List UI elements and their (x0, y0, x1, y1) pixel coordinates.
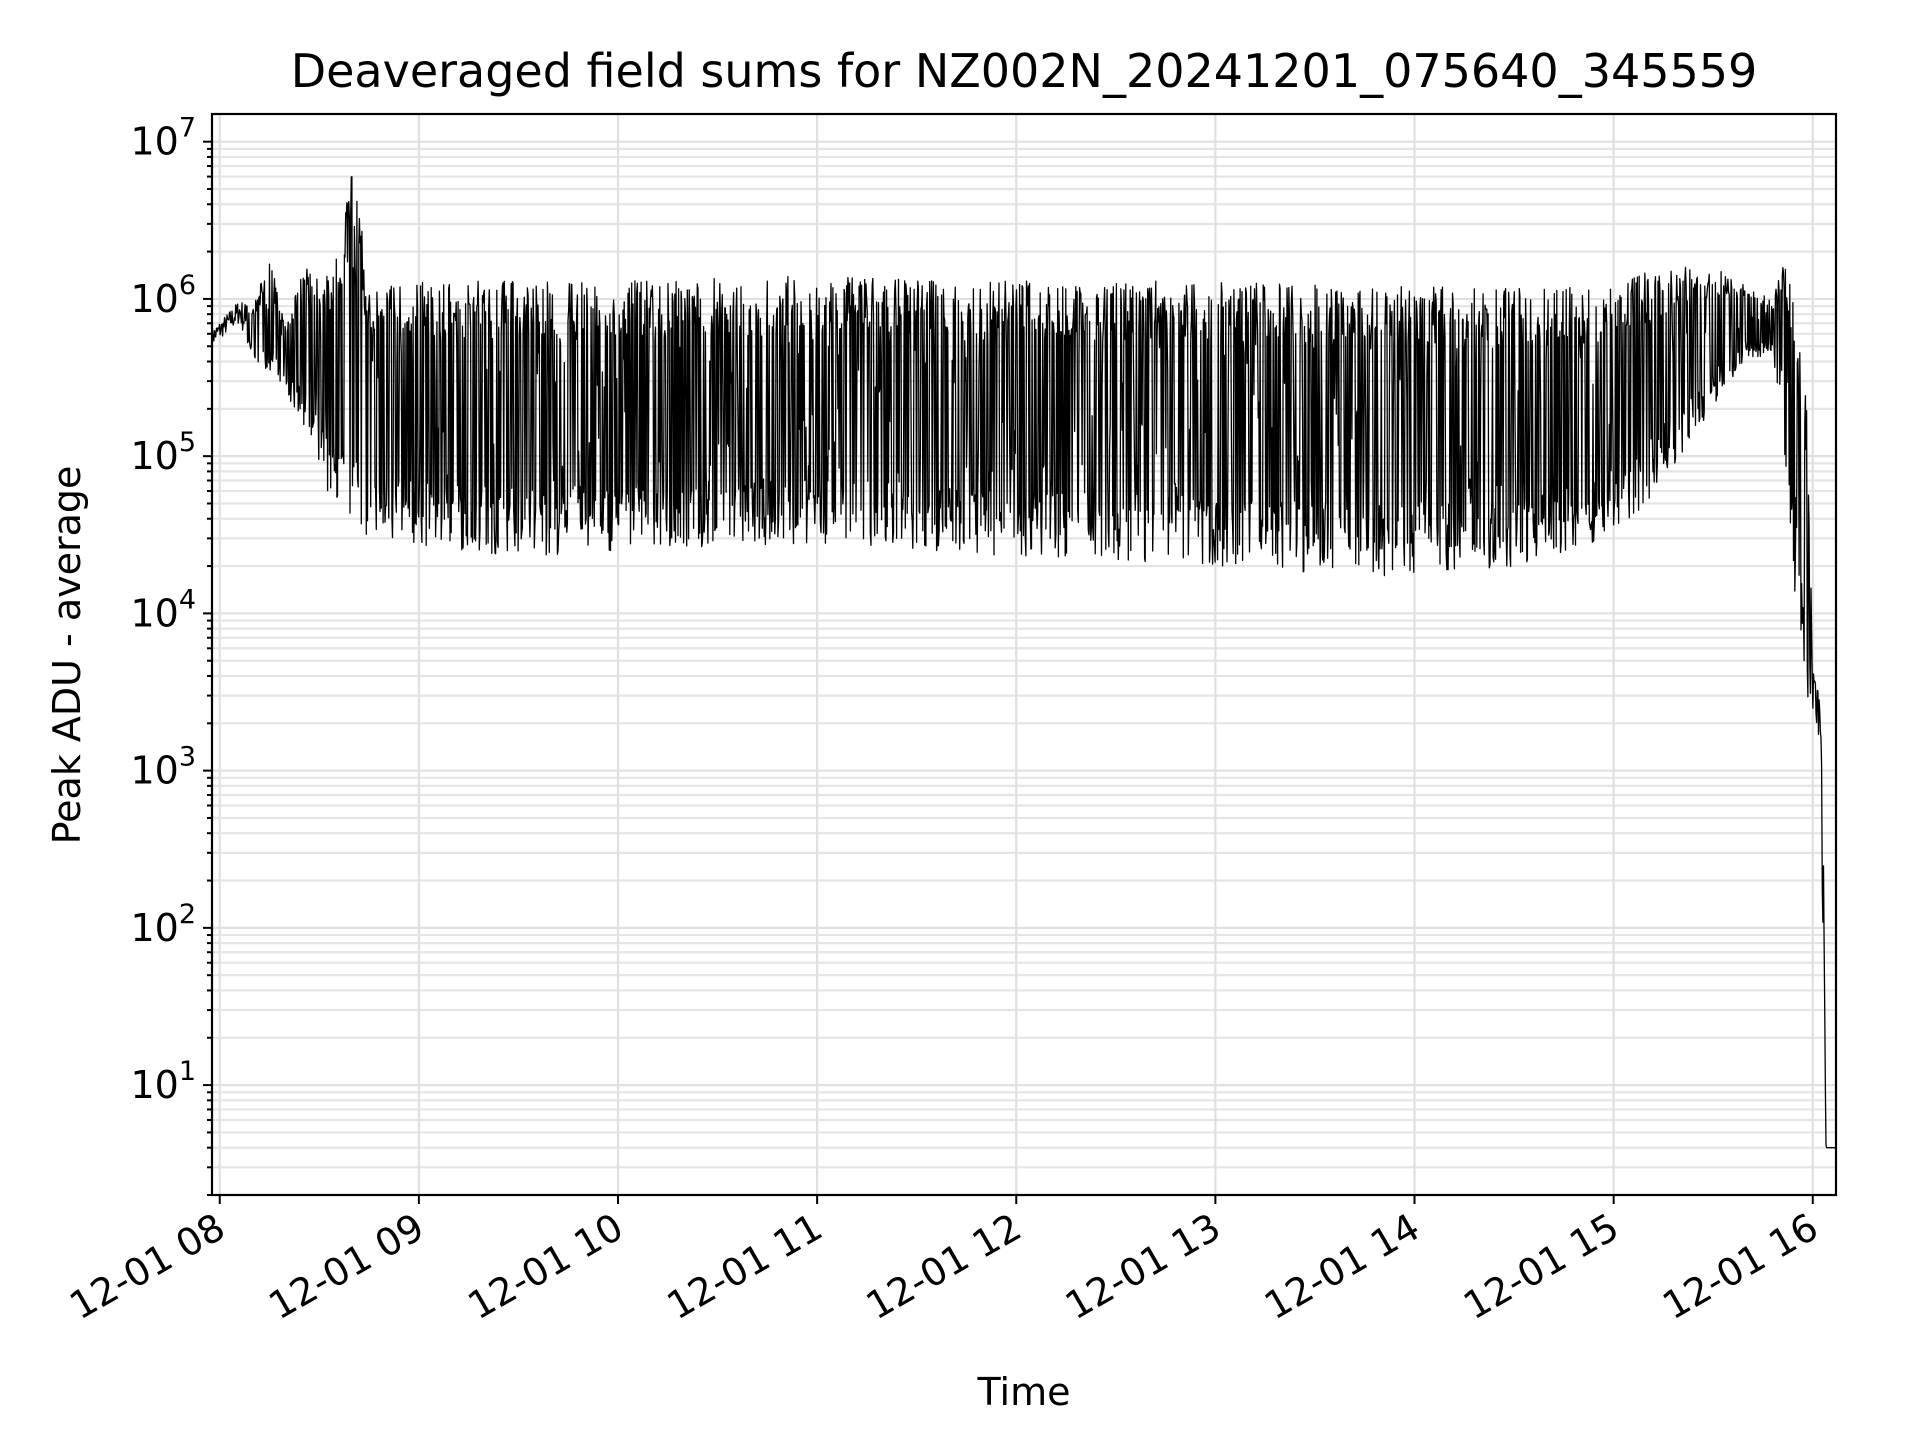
series-line (211, 176, 1837, 1149)
chart-title: Deaveraged field sums for NZ002N_2024120… (291, 44, 1758, 98)
y-tick-label: 103 (130, 742, 196, 793)
y-tick-label: 105 (130, 427, 196, 478)
y-axis-ticks: 101 102 103 104 105 106 107 (130, 113, 212, 1196)
y-tick-label: 102 (130, 899, 196, 950)
x-axis-label: Time (977, 1370, 1071, 1414)
y-tick-label: 107 (130, 113, 196, 164)
plot-frame (210, 112, 1838, 1197)
y-tick-label: 104 (130, 584, 196, 635)
y-axis-label: Peak ADU - average (45, 466, 89, 845)
y-tick-label: 106 (130, 270, 196, 321)
y-tick-label: 101 (130, 1056, 196, 1107)
